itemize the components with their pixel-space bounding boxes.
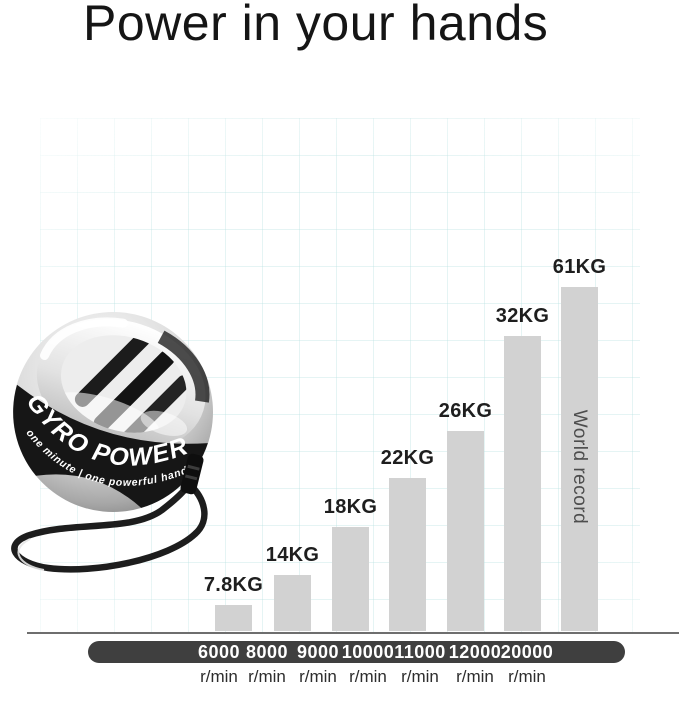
bar-value-label: 26KG [438, 400, 493, 422]
bar-value-label: 18KG [323, 496, 378, 518]
x-axis-pill: 6000 8000 9000 10000 11000 12000 20000 [88, 641, 625, 663]
bar [447, 431, 484, 631]
world-record-annotation: World record [569, 409, 591, 525]
bar-value-label: 22KG [380, 447, 435, 469]
gyro-ball-product-image: GYRO POWER one minute | one powerful han… [0, 298, 232, 598]
x-unit-label: r/min [200, 667, 238, 686]
lanyard-cord-highlight [17, 538, 45, 571]
bar-value-label: 32KG [495, 305, 550, 327]
x-tick-label: 20000 [500, 642, 554, 662]
bar-column-8000: 14KG [266, 211, 319, 631]
bar-value-label: 7.8KG [203, 574, 264, 596]
bar-value-label: 14KG [265, 544, 320, 566]
bar-column-20000: 61KG [553, 211, 606, 631]
dome-glare-right [140, 410, 188, 437]
x-unit-label: r/min [508, 667, 546, 686]
strap-clip [180, 453, 204, 495]
bar-column-6000: 7.8KG [204, 211, 263, 631]
x-unit-label: r/min [401, 667, 439, 686]
page-title: Power in your hands [83, 0, 549, 51]
x-tick-label: 6000 [197, 642, 241, 662]
bar [274, 575, 311, 631]
bar [561, 287, 598, 631]
bar [215, 605, 252, 631]
x-unit-label: r/min [248, 667, 286, 686]
x-unit-label: r/min [299, 667, 337, 686]
x-unit-label: r/min [456, 667, 494, 686]
x-tick-label: 11000 [394, 642, 446, 662]
x-tick-label: 9000 [296, 642, 340, 662]
bar-column-11000: 26KG [439, 211, 492, 631]
x-tick-label: 8000 [245, 642, 289, 662]
bar [389, 478, 426, 631]
bar [504, 336, 541, 631]
x-tick-label: 12000 [448, 642, 502, 662]
x-unit-label: r/min [349, 667, 387, 686]
rotor-ring-shadow [157, 330, 210, 403]
bar-column-12000: 32KG [496, 211, 549, 631]
chart-baseline [27, 632, 679, 634]
bar-value-label: 61KG [552, 256, 607, 278]
bar [332, 527, 369, 631]
x-tick-label: 10000 [341, 642, 395, 662]
bar-column-10000: 22KG [381, 211, 434, 631]
gyro-ball-illustration: GYRO POWER one minute | one powerful han… [10, 312, 213, 573]
bar-column-9000: 18KG [324, 211, 377, 631]
ball-band [13, 384, 208, 508]
dome-glare [40, 317, 128, 361]
ball-body: GYRO POWER one minute | one powerful han… [10, 312, 213, 512]
